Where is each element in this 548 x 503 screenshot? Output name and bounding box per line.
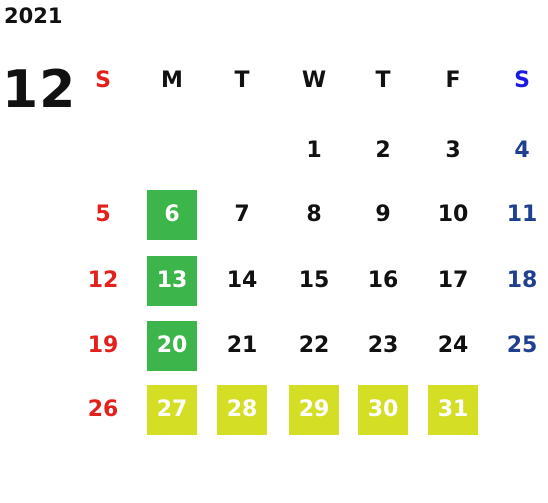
day-cell: 26 [87,397,119,422]
weekday-label: S [514,68,530,93]
day-cell: 5 [95,202,111,227]
year: 2021 [4,4,63,28]
day-cell: 14 [226,268,258,293]
day-cell: 12 [87,268,119,293]
day-cell: 27 [147,385,197,435]
weekday-label: T [234,68,250,93]
day-cell: 25 [506,333,538,358]
day-cell: 2 [375,138,391,163]
day-cell: 17 [437,268,469,293]
day-cell: 3 [445,138,461,163]
day-cell: 24 [437,333,469,358]
day-cell: 31 [428,385,478,435]
weekday-label: W [301,68,327,93]
day-cell: 4 [514,138,530,163]
day-cell: 1 [306,138,322,163]
day-cell: 19 [87,333,119,358]
month: 12 [2,60,77,120]
day-cell: 29 [289,385,339,435]
day-cell: 9 [375,202,391,227]
day-cell: 20 [147,321,197,371]
day-cell: 10 [437,202,469,227]
day-cell: 23 [367,333,399,358]
day-cell: 18 [506,268,538,293]
day-cell: 13 [147,256,197,306]
weekday-label: M [161,68,183,93]
day-cell: 16 [367,268,399,293]
weekday-label: S [95,68,111,93]
day-cell: 6 [147,190,197,240]
day-cell: 22 [298,333,330,358]
day-cell: 7 [234,202,250,227]
day-cell: 15 [298,268,330,293]
weekday-label: T [375,68,391,93]
day-cell: 11 [506,202,538,227]
day-cell: 8 [306,202,322,227]
day-cell: 30 [358,385,408,435]
day-cell: 21 [226,333,258,358]
day-cell: 28 [217,385,267,435]
weekday-label: F [445,68,461,93]
